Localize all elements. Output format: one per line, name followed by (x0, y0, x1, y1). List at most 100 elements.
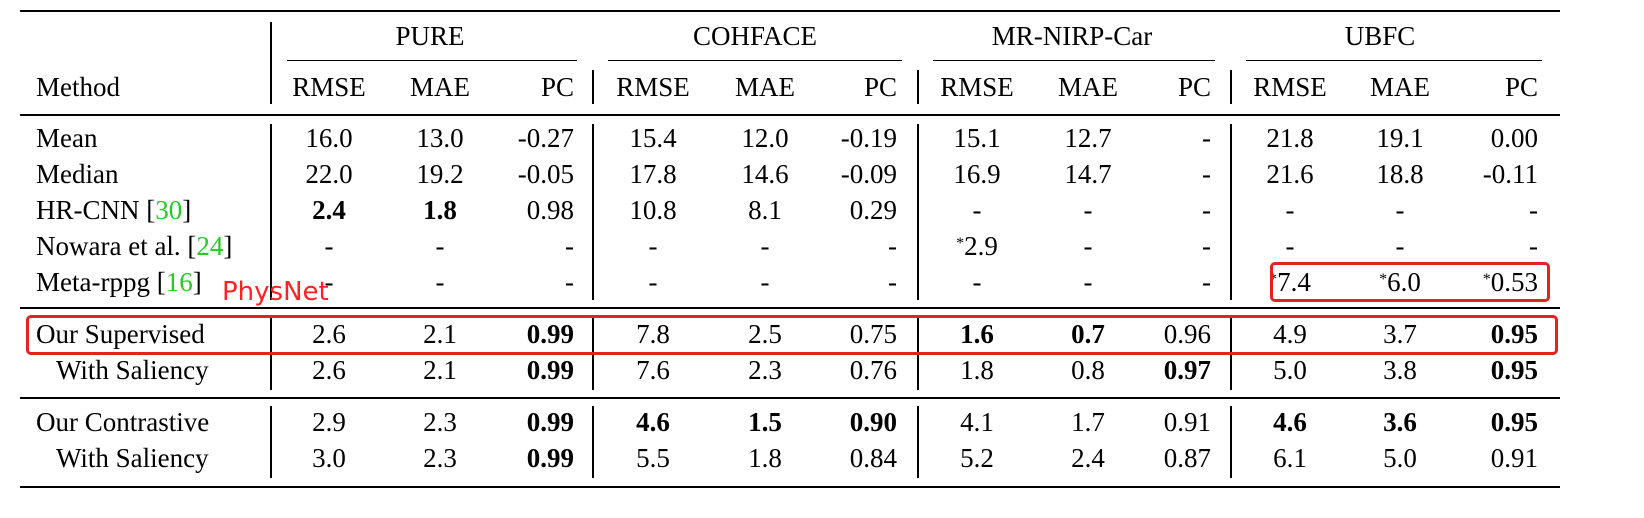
cell-value: - (1202, 195, 1211, 225)
cell-value: 1.8 (423, 195, 457, 225)
cell-value: - (972, 195, 982, 225)
table-cell: - (1396, 194, 1405, 226)
dataset-header: UBFC (1344, 21, 1416, 51)
cell-value: 0.95 (1490, 319, 1538, 349)
table-cell: 0.76 (850, 354, 897, 386)
table-cell: -0.11 (1483, 158, 1538, 190)
dataset-header: MR-NIRP-Car (991, 21, 1153, 51)
citation-ref: 16 (165, 267, 193, 297)
cell-value: 7.8 (636, 319, 670, 349)
cell-value: 19.1 (1376, 123, 1424, 153)
table-cell: 1.8 (748, 442, 782, 474)
cell-value: -0.19 (840, 123, 897, 153)
table-cell: - (1529, 194, 1538, 226)
cell-value: - (565, 267, 574, 297)
table-cell: 0.75 (850, 318, 897, 350)
cell-value: 2.9 (312, 407, 346, 437)
cell-value: 3.6 (1383, 407, 1417, 437)
asterisk-marker: * (956, 235, 965, 252)
citation-bracket: ] (182, 195, 192, 225)
cell-value: 14.6 (741, 159, 789, 189)
method-name: Meta-rppg [16] (36, 266, 202, 298)
cell-value: 0.91 (1490, 443, 1538, 473)
cell-value: 0.95 (1490, 355, 1538, 385)
cell-value: - (1202, 231, 1211, 261)
table-cell: 14.7 (1064, 158, 1111, 190)
table-cell: - (565, 266, 574, 298)
cell-value: 22.0 (305, 159, 353, 189)
method-name: With Saliency (56, 442, 209, 474)
table-cell: 12.7 (1064, 122, 1111, 154)
method-label: Mean (36, 123, 98, 153)
cell-value: 15.4 (629, 123, 677, 153)
cell-value: 2.3 (748, 355, 782, 385)
table-cell: 2.6 (312, 318, 346, 350)
cell-value: 0.99 (526, 407, 574, 437)
table-cell: - (1202, 158, 1211, 190)
cell-value: -0.09 (840, 159, 897, 189)
cell-value: 10.8 (629, 195, 677, 225)
table-cell: - (1286, 230, 1295, 262)
asterisk-marker: * (1379, 271, 1388, 288)
cell-value: 2.1 (423, 355, 457, 385)
cell-value: 5.0 (1383, 443, 1417, 473)
cell-value: - (888, 267, 897, 297)
table-cell: 2.5 (748, 318, 782, 350)
method-label: With Saliency (56, 355, 209, 385)
cell-value: 16.9 (953, 159, 1001, 189)
table-cell: - (888, 266, 897, 298)
cell-value: 21.8 (1266, 123, 1314, 153)
cell-value: - (1083, 267, 1093, 297)
cell-value: - (1202, 267, 1211, 297)
cell-value: - (760, 267, 770, 297)
asterisk-marker: * (1482, 271, 1491, 288)
cell-value: 7.4 (1277, 267, 1311, 297)
table-cell: - (1529, 230, 1538, 262)
table-cell: - (649, 230, 658, 262)
metric-header: RMSE (1253, 72, 1327, 102)
table-cell: 1.8 (423, 194, 457, 226)
table-cell: 2.1 (423, 318, 457, 350)
cell-value: 13.0 (416, 123, 464, 153)
vsep-method (270, 124, 272, 300)
table-cell: 14.6 (741, 158, 788, 190)
method-name: Our Supervised (36, 318, 205, 350)
table-cell: -0.09 (841, 158, 897, 190)
table-cell: 15.4 (629, 122, 676, 154)
metric-header: PC (1504, 72, 1538, 102)
cell-value: -0.05 (517, 159, 574, 189)
cell-value: 2.6 (312, 319, 346, 349)
method-label: HR-CNN [ (36, 195, 156, 225)
cell-value: 8.1 (748, 195, 782, 225)
table-cell: - (1202, 194, 1211, 226)
cell-value: 1.5 (748, 407, 782, 437)
table-cell: 1.6 (960, 318, 994, 350)
cell-value: 17.8 (629, 159, 677, 189)
cell-value: 0.75 (849, 319, 897, 349)
cell-value: 0.53 (1490, 267, 1538, 297)
cell-value: 0.97 (1163, 355, 1211, 385)
cell-value: 21.6 (1266, 159, 1314, 189)
table-cell: - (1396, 230, 1405, 262)
cohface-underline (608, 60, 902, 62)
table-cell: 10.8 (629, 194, 676, 226)
cell-value: -0.27 (517, 123, 574, 153)
table-cell: 3.7 (1383, 318, 1417, 350)
cell-value: - (565, 231, 574, 261)
cell-value: 0.84 (849, 443, 897, 473)
table-cell: - (1286, 194, 1295, 226)
table-cell: 5.0 (1273, 354, 1307, 386)
table-cell: 1.5 (748, 406, 782, 438)
table-cell: 3.8 (1383, 354, 1417, 386)
cell-value: 19.2 (416, 159, 464, 189)
table-cell: 21.6 (1266, 158, 1313, 190)
cell-value: 4.6 (636, 407, 670, 437)
header-rule (20, 114, 1560, 116)
metric-header: RMSE (940, 72, 1014, 102)
cell-value: - (324, 267, 334, 297)
table-cell: 6.1 (1273, 442, 1307, 474)
metric-header: RMSE (616, 72, 690, 102)
table-cell: 1.8 (960, 354, 994, 386)
table-cell: - (325, 266, 334, 298)
cell-value: 0.76 (849, 355, 897, 385)
